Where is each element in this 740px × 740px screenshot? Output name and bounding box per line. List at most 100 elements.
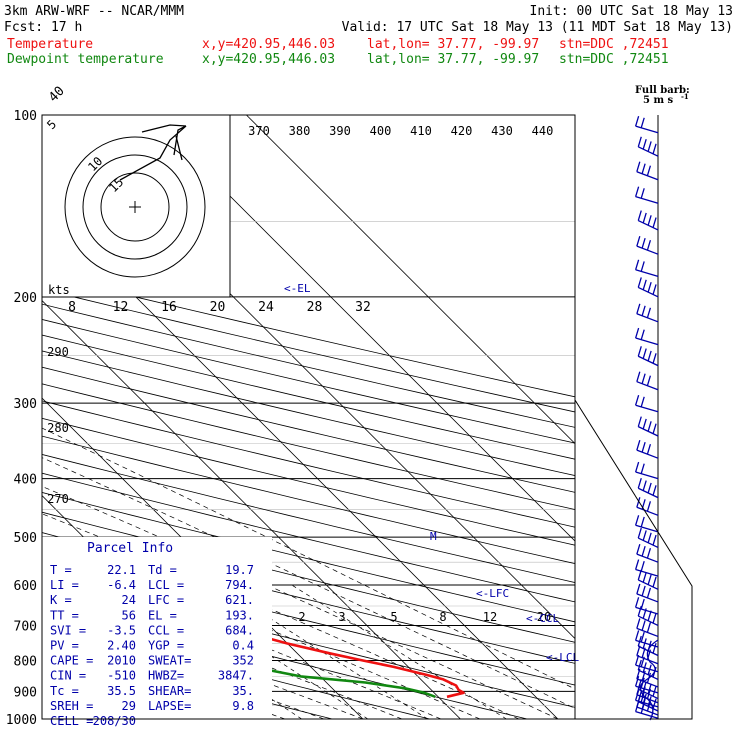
hodograph-scale-label: 8	[68, 300, 76, 315]
dewpoint-legend-station: stn=DDC ,72451	[559, 52, 669, 67]
wind-barb-flag	[636, 161, 641, 172]
theta-e-label: 400	[370, 124, 392, 138]
moist-adiabat	[42, 457, 575, 709]
hodograph-ring	[82, 154, 188, 260]
wind-barb	[637, 136, 659, 157]
wind-barb-flag	[637, 478, 642, 489]
wind-barb-flag	[634, 395, 640, 406]
theta-e-label: 430	[491, 124, 513, 138]
wind-barb-flag	[647, 421, 652, 432]
hodograph-scale-label: 12	[113, 300, 129, 315]
wind-barb-flag	[647, 683, 652, 695]
wind-barb-staff	[636, 449, 659, 459]
wind-barb-flag	[637, 416, 642, 427]
wind-barb-staff	[636, 593, 659, 603]
wind-barb-flag	[646, 307, 652, 318]
wind-barb	[636, 235, 659, 255]
wind-barb	[634, 630, 659, 648]
dry-adiabat	[42, 454, 575, 583]
wind-barb-flag	[646, 375, 652, 386]
wind-barb-flag	[642, 480, 647, 491]
moist-adiabat	[42, 539, 481, 719]
wind-barb-flag	[641, 585, 646, 597]
wind-barb-flag	[637, 346, 642, 357]
wind-barb-flag	[641, 163, 646, 174]
hodograph-scale-label: 24	[258, 300, 274, 315]
wind-barb-flag	[646, 547, 652, 559]
temperature-legend-label: Temperature	[7, 37, 93, 52]
wind-barb	[636, 497, 659, 516]
wind-barb-flag	[636, 618, 641, 629]
wind-barb-flag	[652, 642, 657, 654]
barb-legend: Full barb: 5 m s -1	[635, 85, 690, 106]
wind-barb-staff	[637, 146, 659, 157]
parcel-info-value: 208/30	[93, 714, 136, 728]
wind-barb-flag	[642, 681, 647, 692]
parcel-info-label: SHEAR=	[148, 684, 191, 698]
hodograph-scale-label: 28	[307, 300, 323, 315]
dry-adiabat	[42, 472, 575, 603]
parcel-info-value: 19.7	[225, 563, 254, 577]
plot-frame	[41, 114, 576, 720]
wind-barb-flag	[646, 622, 652, 633]
wind-barb	[637, 210, 659, 231]
wind-barb-flag	[637, 136, 642, 147]
pressure-tick-label: 300	[14, 397, 37, 412]
dry-adiabat-label: 270	[47, 492, 69, 506]
parcel-info-value: 684.	[225, 623, 254, 637]
wind-barb	[636, 583, 659, 603]
wind-barb-flag	[646, 165, 652, 176]
wind-barb	[634, 461, 659, 480]
wind-barb-flag	[640, 188, 645, 199]
mixing-ratio-line	[291, 584, 507, 719]
dry-adiabat	[42, 274, 575, 398]
moist-adiabat	[42, 513, 520, 719]
wind-barb-flag	[647, 350, 652, 362]
parcel-info-value: 193.	[225, 608, 254, 622]
pressure-tick-label: 800	[14, 654, 37, 669]
pressure-tick-label: 600	[14, 579, 37, 594]
parcel-info-value: 35.5	[107, 684, 136, 698]
wind-barb-flag	[642, 279, 647, 290]
wind-barb-flag	[641, 620, 646, 631]
wind-barb-flag	[634, 259, 640, 270]
wind-barb-staff	[636, 655, 659, 665]
wind-barb-flag	[636, 543, 641, 555]
wind-barb-staff	[635, 568, 659, 577]
wind-barb-staff	[635, 606, 659, 615]
wind-barb-flag	[647, 574, 652, 585]
barb-legend-unit: 5 m s	[643, 95, 674, 106]
wind-barb-staff	[636, 245, 659, 255]
wind-barb-flag	[636, 371, 641, 382]
isotherm-line	[148, 115, 575, 542]
wind-barb-staff	[636, 313, 659, 323]
wind-barb	[636, 543, 659, 563]
dry-adiabat	[42, 288, 575, 413]
dewpoint-trace	[42, 572, 436, 699]
wind-barb-flag	[634, 515, 640, 526]
pressure-tick-label: 900	[14, 685, 37, 700]
wind-barb-flag	[636, 583, 641, 595]
wind-barb-flag	[636, 303, 641, 314]
parcel-info-value: 794.	[225, 578, 254, 592]
parcel-info-label: CELL =	[50, 714, 93, 728]
wind-barb-flag	[652, 612, 657, 624]
wind-barb	[636, 303, 659, 323]
theta-e-label: 380	[289, 124, 311, 138]
wind-barb	[636, 161, 659, 181]
wind-barb-flag	[641, 441, 646, 453]
wind-barb	[636, 618, 659, 638]
wind-barb-flag	[642, 348, 647, 359]
parcel-info-value: 352	[232, 654, 254, 668]
wind-barb-flag	[634, 559, 640, 570]
parcel-info-value: -3.5	[107, 623, 136, 637]
wind-barb-flag	[652, 534, 657, 546]
mixing-ratio-label: 20	[537, 610, 551, 624]
wind-barb-flag	[634, 186, 640, 197]
wind-barb-flag	[634, 461, 640, 473]
wind-barb-staff	[635, 699, 659, 708]
mixing-ratio-label: 12	[483, 610, 497, 624]
wind-barb-staff	[636, 706, 659, 716]
barb-legend-exponent: -1	[681, 92, 689, 101]
parcel-info-label: TT =	[50, 608, 79, 622]
